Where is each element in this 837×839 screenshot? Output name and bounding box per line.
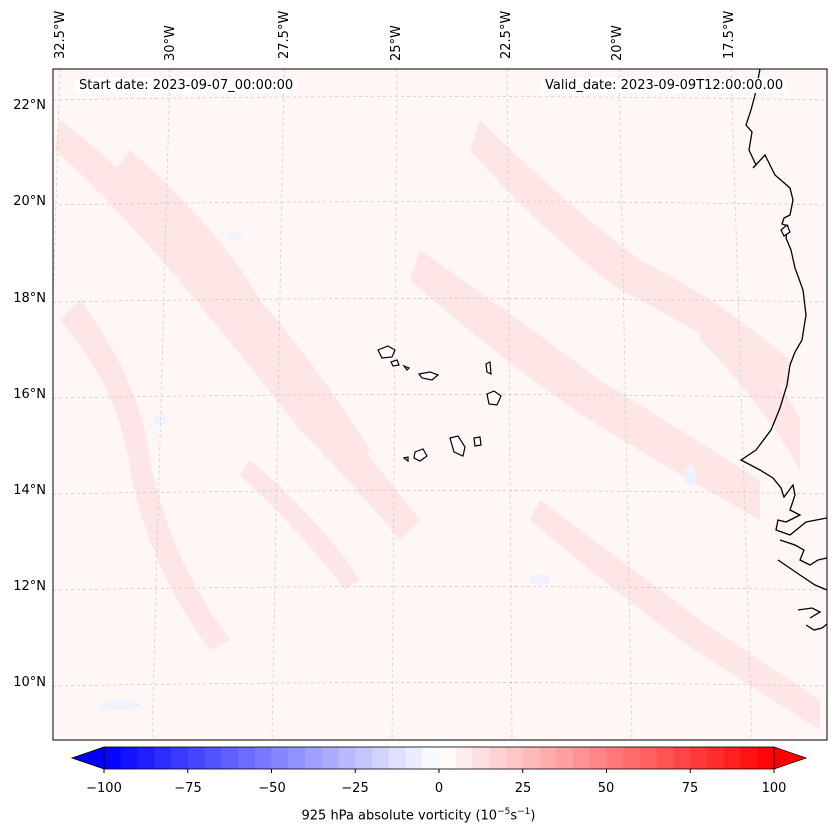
colorbar-bin bbox=[355, 747, 373, 769]
colorbar-tick-label: 75 bbox=[681, 781, 699, 796]
colorbar-bin bbox=[489, 747, 507, 769]
lon-label-17-5: 17.5°W bbox=[722, 10, 737, 59]
colorbar-bin bbox=[606, 747, 624, 769]
valid-date-label: Valid_date: 2023-09-09T12:00:00.00 bbox=[541, 78, 788, 93]
cape-verde-islands bbox=[377, 345, 502, 463]
colorbar-bin bbox=[740, 747, 758, 769]
lon-label-25: 25°W bbox=[389, 25, 404, 61]
colorbar-bin bbox=[254, 747, 273, 769]
colorbar-bin bbox=[338, 747, 356, 769]
colorbar-bin bbox=[238, 747, 256, 769]
colorbar-extend-max bbox=[773, 746, 808, 770]
lon-label-32-5: 32.5°W bbox=[53, 10, 68, 59]
negative-vorticity-patches bbox=[100, 231, 696, 710]
colorbar-bin bbox=[522, 747, 541, 769]
lat-label-20: 20°N bbox=[13, 194, 46, 209]
colorbar-tick-label: 50 bbox=[597, 781, 615, 796]
start-date-label: Start date: 2023-09-07_00:00:00 bbox=[75, 78, 298, 93]
map-frame bbox=[52, 68, 828, 741]
colorbar-bin bbox=[221, 747, 239, 769]
island-outline-east bbox=[780, 224, 791, 237]
colorbar-tick-label: 0 bbox=[434, 781, 444, 796]
colorbar-bin bbox=[187, 747, 206, 769]
colorbar-bin bbox=[288, 747, 306, 769]
colorbar-tick-label: −25 bbox=[341, 781, 369, 796]
graticule bbox=[53, 69, 827, 740]
colorbar-bin bbox=[405, 747, 423, 769]
lat-label-16: 16°N bbox=[13, 387, 46, 402]
colorbar-tick-label: −100 bbox=[86, 781, 122, 796]
lon-label-27-5: 27.5°W bbox=[277, 10, 292, 59]
colorbar-bin bbox=[556, 747, 574, 769]
colorbar-bin bbox=[757, 747, 775, 769]
vorticity-field bbox=[55, 120, 820, 730]
colorbar-bin bbox=[673, 747, 691, 769]
lat-label-18: 18°N bbox=[13, 291, 46, 306]
colorbar-bin bbox=[589, 747, 608, 769]
colorbar-bin bbox=[321, 747, 340, 769]
colorbar-bin bbox=[422, 747, 440, 769]
lon-label-30: 30°W bbox=[163, 25, 178, 61]
colorbar-tick-label: −50 bbox=[258, 781, 286, 796]
colorbar-bin bbox=[204, 747, 222, 769]
colorbar-bin bbox=[723, 747, 742, 769]
colorbar-bin bbox=[372, 747, 390, 769]
lat-label-12: 12°N bbox=[13, 579, 46, 594]
colorbar-bin bbox=[271, 747, 289, 769]
colorbar-bin bbox=[120, 747, 139, 769]
colorbar-bin bbox=[137, 747, 155, 769]
colorbar-bin bbox=[707, 747, 725, 769]
colorbar-bin bbox=[104, 747, 122, 769]
colorbar-bin bbox=[690, 747, 708, 769]
lon-label-20: 20°W bbox=[610, 25, 625, 61]
colorbar-tick-label: 25 bbox=[514, 781, 532, 796]
colorbar-bin bbox=[573, 747, 591, 769]
colorbar-bin bbox=[472, 747, 490, 769]
colorbar-bin bbox=[171, 747, 189, 769]
colorbar-bin bbox=[656, 747, 675, 769]
colorbar-bin bbox=[623, 747, 641, 769]
colorbar-ticks bbox=[103, 769, 775, 773]
colorbar-bin bbox=[154, 747, 172, 769]
colorbar-tick-label: 100 bbox=[761, 781, 787, 796]
colorbar-bin bbox=[388, 747, 407, 769]
lon-label-22-5: 22.5°W bbox=[499, 10, 514, 59]
lat-label-14: 14°N bbox=[13, 483, 46, 498]
colorbar-bin bbox=[640, 747, 658, 769]
colorbar-bin bbox=[305, 747, 323, 769]
lat-label-22: 22°N bbox=[13, 98, 46, 113]
colorbar-tick-label: −75 bbox=[174, 781, 202, 796]
colorbar-bin bbox=[455, 747, 474, 769]
colorbar-extend-min bbox=[70, 746, 105, 770]
colorbar-bin bbox=[506, 747, 524, 769]
african-coastline bbox=[739, 69, 827, 631]
colorbar-label: 925 hPa absolute vorticity (10−5s−1) bbox=[301, 807, 536, 824]
colorbar bbox=[70, 746, 808, 770]
map-panel bbox=[53, 69, 827, 740]
colorbar-bin bbox=[539, 747, 557, 769]
lat-label-10: 10°N bbox=[13, 675, 46, 690]
colorbar-bin bbox=[439, 747, 457, 769]
